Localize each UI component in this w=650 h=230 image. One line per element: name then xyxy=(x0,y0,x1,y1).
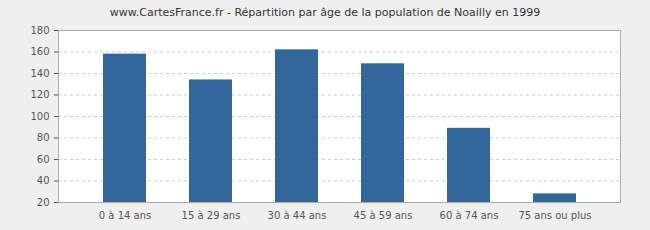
svg-text:30 à 44 ans: 30 à 44 ans xyxy=(268,210,327,221)
svg-text:140: 140 xyxy=(30,68,49,79)
svg-text:20: 20 xyxy=(37,197,50,208)
svg-text:0 à 14 ans: 0 à 14 ans xyxy=(99,210,151,221)
html-text:www.CartesFrance.fr - Répartit: www.CartesFrance.fr - Répartition par âg… xyxy=(109,6,541,19)
svg-text:80: 80 xyxy=(37,132,50,143)
svg-text:15 à 29 ans: 15 à 29 ans xyxy=(182,210,241,221)
svg-text:75 ans ou plus: 75 ans ou plus xyxy=(518,210,591,221)
svg-text:160: 160 xyxy=(30,46,49,57)
svg-text:40: 40 xyxy=(37,175,50,186)
svg-text:60: 60 xyxy=(37,154,50,165)
svg-text:100: 100 xyxy=(30,111,49,122)
svg-text:180: 180 xyxy=(30,25,49,36)
svg-text:120: 120 xyxy=(30,89,49,100)
svg-text:60 à 74 ans: 60 à 74 ans xyxy=(440,210,499,221)
svg-text:45 à 59 ans: 45 à 59 ans xyxy=(354,210,413,221)
